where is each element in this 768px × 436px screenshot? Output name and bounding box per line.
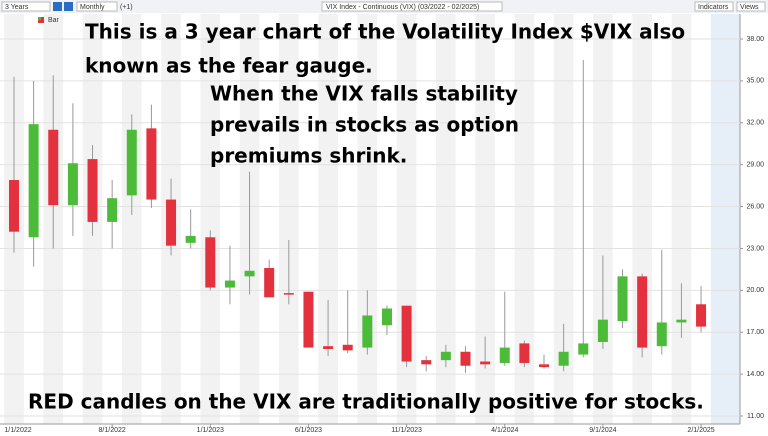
x-tick-label: 9/1/2024	[589, 427, 616, 434]
candle-body	[381, 308, 392, 326]
candle-body	[558, 351, 569, 366]
candle-body	[126, 129, 137, 196]
month-band	[200, 14, 221, 424]
candle-body	[696, 304, 707, 327]
y-tick-label: 11.00	[747, 413, 764, 420]
candle-body	[28, 124, 39, 238]
candle-body	[342, 344, 353, 351]
candle-body	[362, 315, 373, 348]
candle-body	[264, 267, 275, 298]
views-button[interactable]	[736, 1, 766, 12]
candle-body	[67, 163, 78, 206]
x-tick-label: 1/1/2022	[4, 427, 31, 434]
month-band	[436, 14, 456, 424]
month-band	[593, 14, 613, 424]
y-tick-label: 23.00	[746, 245, 764, 252]
y-tick-label: 38.00	[746, 36, 764, 43]
x-tick-label: 6/1/2023	[295, 427, 322, 434]
y-tick-label: 32.00	[746, 120, 764, 127]
candle-body	[421, 360, 432, 365]
month-band	[279, 14, 299, 424]
candle-body	[185, 235, 196, 243]
candle-body	[401, 305, 412, 362]
candle-body	[539, 364, 550, 368]
future-band	[710, 14, 740, 424]
x-tick-label: 8/1/2022	[99, 427, 126, 434]
annotation: RED candles on the VIX are traditionally…	[28, 390, 704, 414]
month-band	[553, 14, 574, 424]
zoom-in[interactable]	[53, 2, 62, 11]
candle-body	[499, 347, 510, 363]
zoom-out[interactable]	[64, 2, 73, 11]
legend-label: Bar	[48, 17, 60, 24]
candle-body	[578, 343, 589, 355]
x-tick-label: 11/1/2023	[391, 427, 422, 434]
annotation: prevails in stocks as option	[210, 113, 519, 137]
legend-swatch	[38, 17, 41, 20]
annotation: known as the fear gauge.	[85, 54, 373, 78]
candle-body	[519, 343, 530, 363]
month-band	[671, 14, 692, 424]
candle-body	[224, 280, 235, 288]
candle-body	[205, 237, 216, 288]
x-tick-label: 1/1/2023	[197, 427, 224, 434]
month-band	[514, 14, 535, 424]
x-tick-label: 4/1/2024	[491, 427, 518, 434]
range-label: 3 Years	[5, 4, 29, 11]
range-select[interactable]	[1, 1, 51, 12]
candle-body	[460, 351, 471, 366]
y-tick-label: 35.00	[746, 78, 764, 85]
candle-body	[656, 322, 667, 347]
candle-body	[323, 346, 334, 349]
y-tick-label: 20.00	[746, 287, 764, 294]
candle-body	[303, 291, 314, 348]
candle-body	[283, 293, 294, 295]
symbol-label: VIX Index - Continuous (VIX) (03/2022 - …	[326, 4, 479, 11]
symbol-box[interactable]	[321, 1, 503, 12]
indicators-button[interactable]	[694, 1, 734, 12]
y-tick-label: 14.00	[746, 371, 764, 378]
views-label: Views	[740, 4, 759, 11]
indicators-label: Indicators	[698, 4, 729, 11]
month-band	[632, 14, 652, 424]
interval-select[interactable]	[76, 1, 118, 12]
x-tick-label: 2/1/2025	[687, 427, 714, 434]
candle-body	[166, 199, 177, 246]
candle-body	[597, 319, 608, 342]
candle-body	[440, 351, 451, 361]
annotation: When the VIX falls stability	[210, 82, 518, 106]
interval-label: Monthly	[80, 4, 105, 11]
y-tick-label: 29.00	[746, 162, 764, 169]
candle-body	[107, 198, 118, 222]
offset-label: (+1)	[120, 4, 133, 11]
month-band	[121, 14, 142, 424]
month-band	[475, 14, 495, 424]
candle-body	[146, 128, 157, 200]
candle-body	[244, 270, 255, 277]
candle-body	[676, 319, 687, 323]
y-tick-label: 26.00	[746, 203, 764, 210]
month-band	[318, 14, 338, 424]
candle-body	[480, 361, 491, 365]
candle-body	[637, 276, 648, 348]
candle-body	[87, 159, 98, 222]
candle-body	[9, 180, 19, 232]
annotation: premiums shrink.	[210, 144, 407, 168]
candle-body	[617, 276, 628, 322]
candle-body	[48, 129, 59, 206]
y-tick-label: 17.00	[746, 329, 764, 336]
annotation: This is a 3 year chart of the Volatility…	[85, 20, 685, 44]
